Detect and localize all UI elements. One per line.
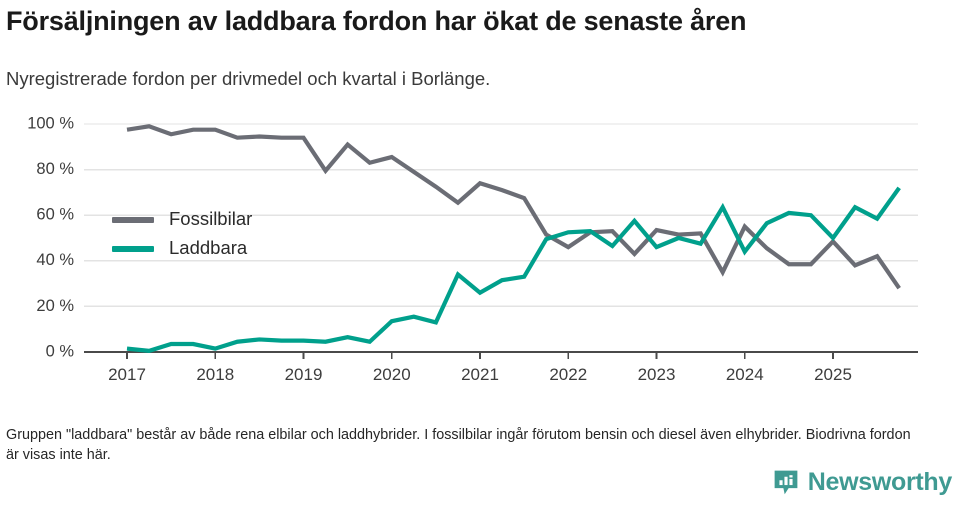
x-axis-tick-label: 2019 bbox=[285, 365, 323, 384]
x-axis-tick-label: 2025 bbox=[814, 365, 852, 384]
legend-swatch-fossilbilar bbox=[112, 216, 154, 223]
series-lines-group bbox=[126, 124, 901, 353]
x-axis-tick-label: 2017 bbox=[108, 365, 146, 384]
series-line-laddbara bbox=[126, 186, 901, 353]
chart-subtitle: Nyregistrerade fordon per drivmedel och … bbox=[6, 68, 491, 89]
bar-chart-speech-bubble-icon bbox=[774, 470, 798, 495]
legend-item-fossilbilar[interactable]: Fossilbilar bbox=[112, 205, 332, 234]
x-axis-tick-labels: 2017 2018 2019 2020 2021 2022 2023 2024 2025 bbox=[108, 365, 852, 384]
chart-legend: Fossilbilar Laddbara bbox=[112, 205, 332, 263]
x-axis-tick-label: 2020 bbox=[373, 365, 411, 384]
chart-plot-area: 0 % 20 % 40 % 60 % 80 % 100 % 2017 2018 2019 202… bbox=[0, 108, 960, 398]
newsworthy-logo[interactable]: Newsworthy bbox=[772, 468, 952, 496]
x-axis-tick-label: 2023 bbox=[638, 365, 676, 384]
y-axis-tick-label: 60 % bbox=[36, 206, 74, 224]
y-axis-tick-label: 40 % bbox=[36, 251, 74, 269]
x-axis-tick-label: 2021 bbox=[461, 365, 499, 384]
y-axis-tick-label: 80 % bbox=[36, 160, 74, 178]
x-axis-tick-label: 2024 bbox=[726, 365, 764, 384]
y-axis-tick-labels: 0 % 20 % 40 % 60 % 80 % 100 % bbox=[27, 114, 74, 360]
x-axis-tick-label: 2018 bbox=[196, 365, 234, 384]
gridlines-group bbox=[84, 123, 918, 308]
chart-footnote: Gruppen "laddbara" består av både rena e… bbox=[6, 427, 911, 463]
legend-swatch-laddbara bbox=[112, 245, 154, 252]
y-axis-tick-label: 20 % bbox=[36, 297, 74, 315]
legend-label-fossilbilar: Fossilbilar bbox=[169, 208, 253, 230]
logo-wordmark: Newsworthy bbox=[807, 467, 953, 496]
legend-label-laddbara: Laddbara bbox=[169, 237, 248, 259]
y-axis-tick-label: 100 % bbox=[27, 114, 74, 132]
y-axis-tick-label: 0 % bbox=[46, 342, 75, 360]
page-title: Försäljningen av laddbara fordon har öka… bbox=[6, 6, 747, 36]
series-line-fossilbilar bbox=[126, 124, 901, 290]
line-chart-svg: 0 % 20 % 40 % 60 % 80 % 100 % 2017 2018 2019 202… bbox=[27, 114, 918, 384]
x-axis-tick-label: 2022 bbox=[549, 365, 587, 384]
legend-item-laddbara[interactable]: Laddbara bbox=[112, 234, 332, 263]
x-axis-group bbox=[84, 350, 918, 359]
